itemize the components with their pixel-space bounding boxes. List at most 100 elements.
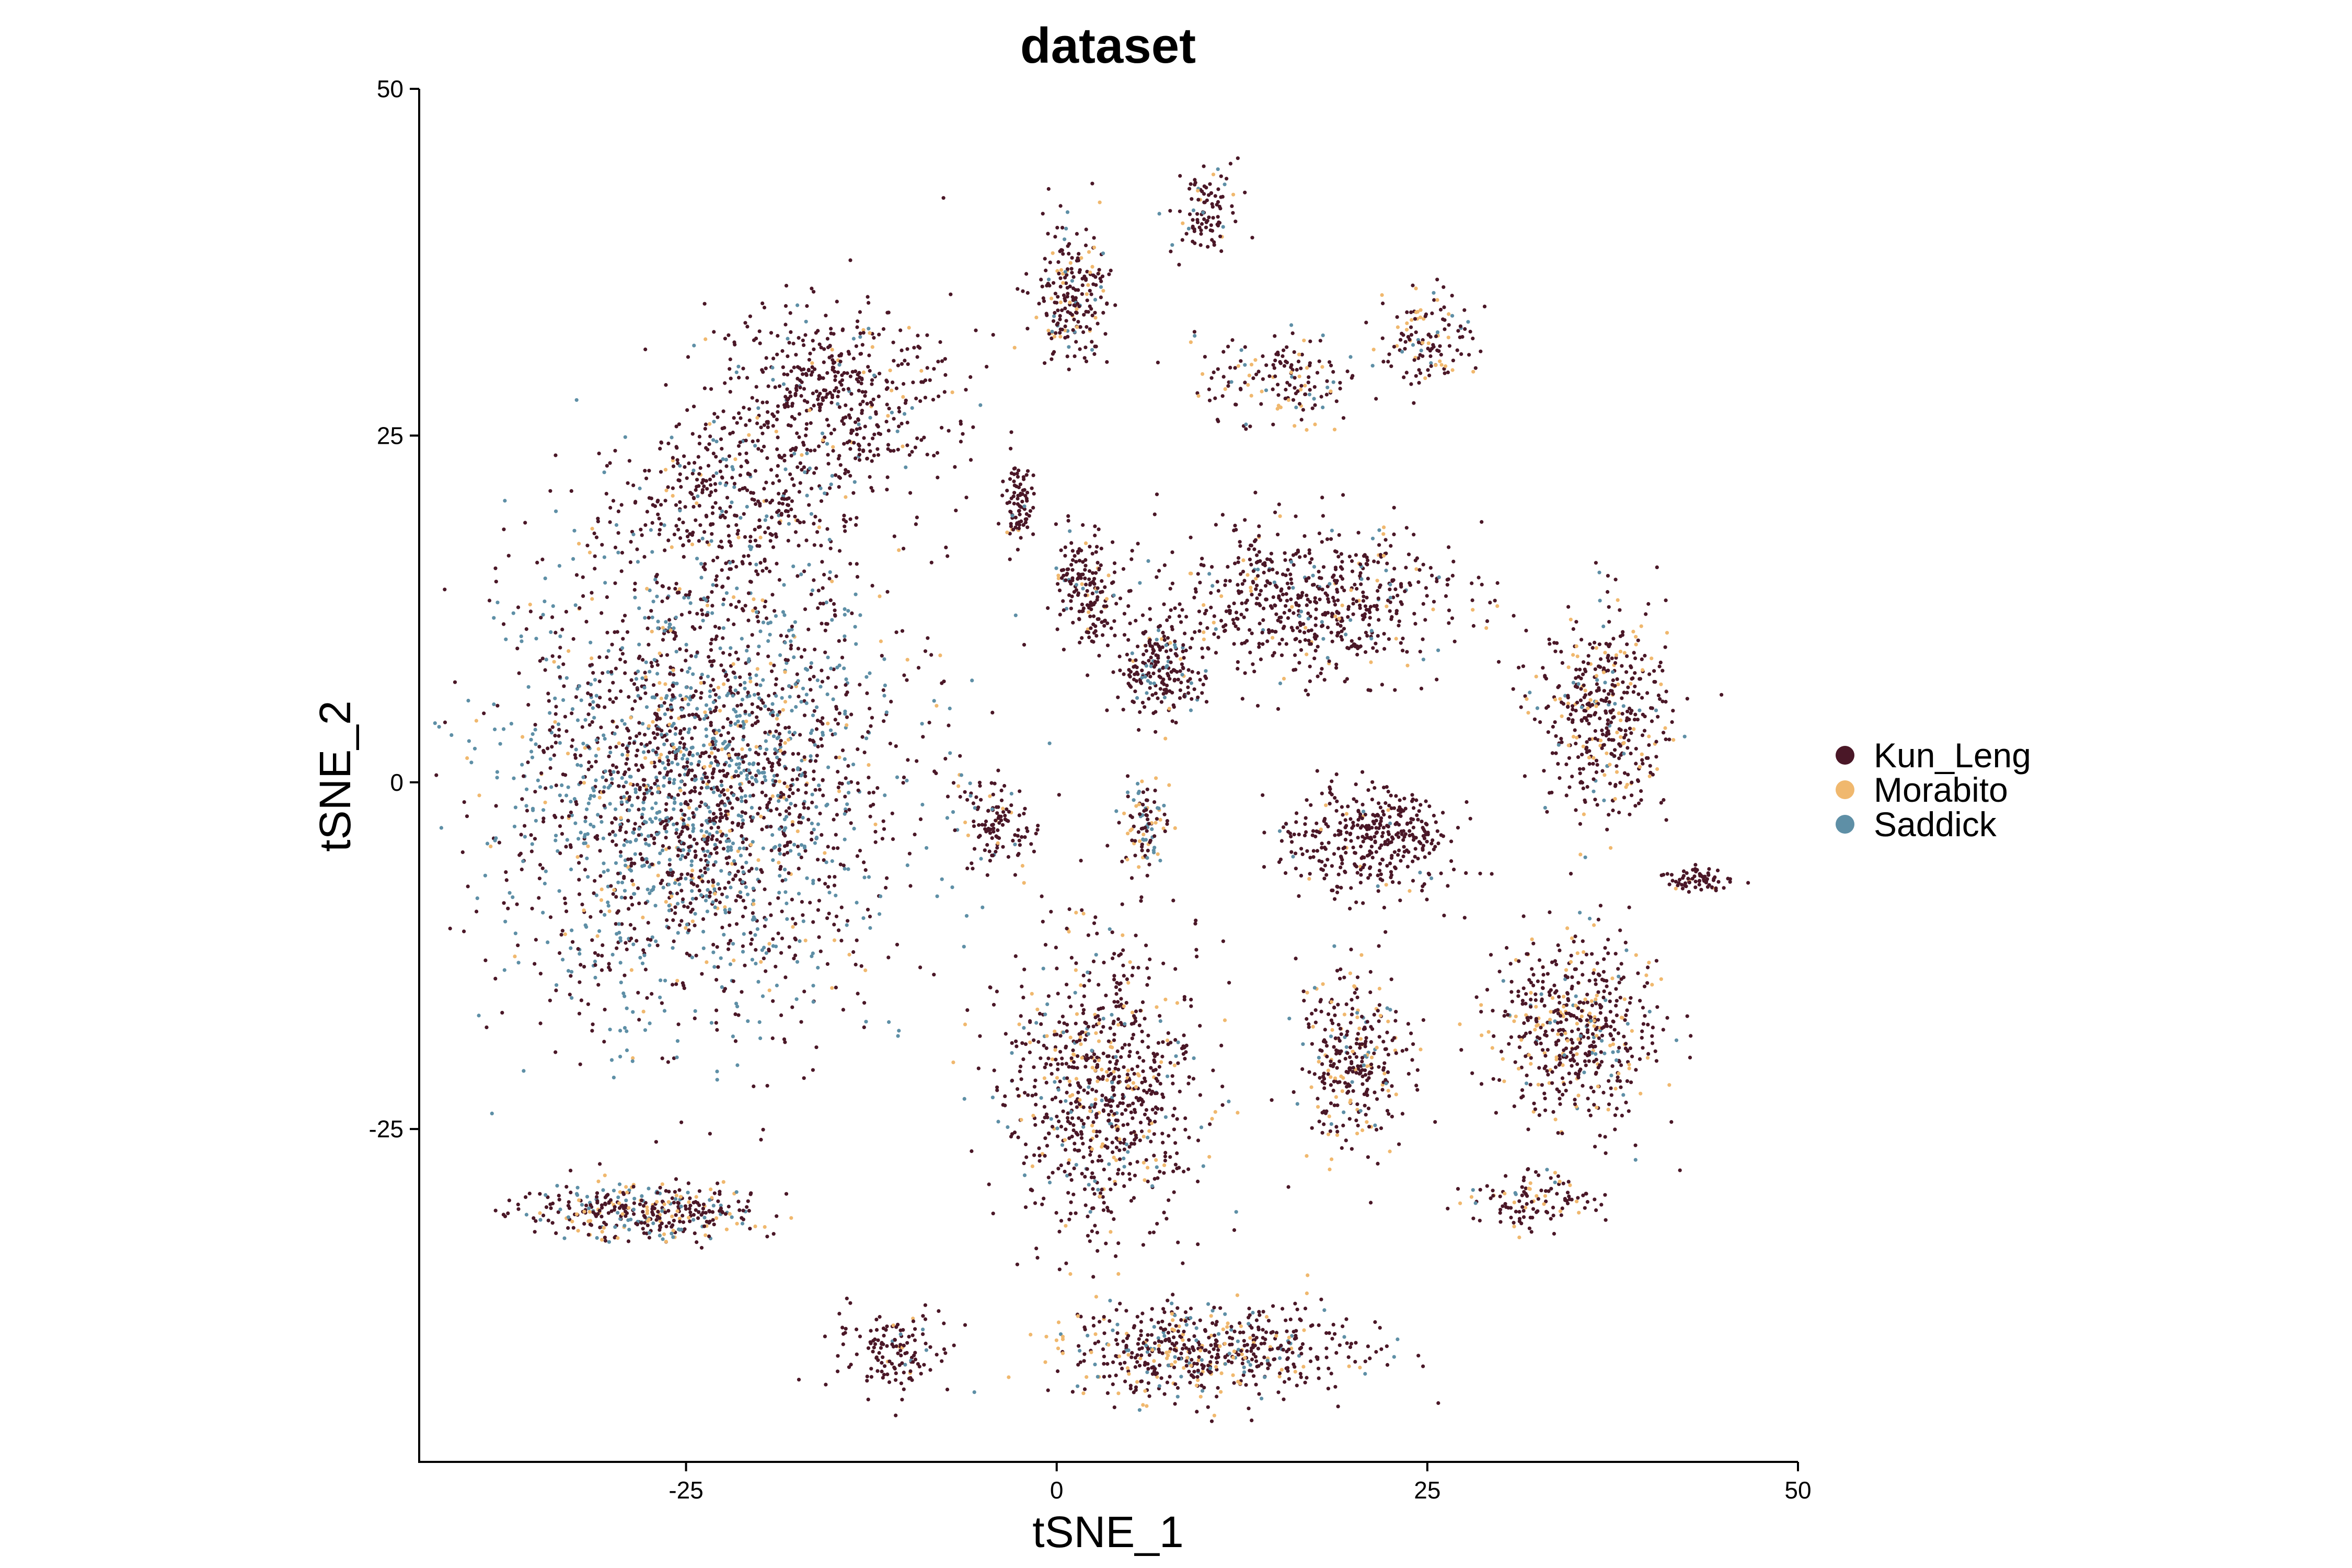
data-point-kun_leng	[804, 409, 809, 413]
data-point-kun_leng	[1232, 528, 1236, 533]
data-point-kun_leng	[548, 489, 552, 493]
data-point-kun_leng	[627, 695, 631, 699]
data-point-saddick	[601, 836, 605, 840]
data-point-saddick	[706, 785, 710, 790]
data-point-kun_leng	[844, 520, 848, 524]
data-point-kun_leng	[663, 826, 667, 831]
data-point-kun_leng	[714, 455, 718, 459]
data-point-morabito	[1068, 261, 1073, 265]
data-point-saddick	[1320, 620, 1324, 624]
data-point-kun_leng	[650, 862, 654, 867]
data-point-kun_leng	[1421, 602, 1425, 606]
data-point-kun_leng	[845, 715, 849, 719]
data-point-saddick	[504, 637, 508, 641]
data-point-kun_leng	[1080, 276, 1085, 281]
data-point-kun_leng	[1278, 361, 1283, 365]
data-point-kun_leng	[1377, 618, 1381, 622]
data-point-kun_leng	[694, 896, 698, 901]
data-point-kun_leng	[867, 776, 871, 780]
data-point-kun_leng	[1269, 551, 1273, 556]
data-point-kun_leng	[493, 976, 498, 981]
data-point-morabito	[587, 550, 592, 555]
data-point-kun_leng	[504, 870, 508, 874]
data-point-saddick	[810, 792, 814, 797]
data-point-kun_leng	[679, 485, 683, 489]
data-point-kun_leng	[876, 453, 881, 457]
data-point-saddick	[724, 833, 728, 837]
data-point-saddick	[1090, 348, 1094, 352]
data-point-kun_leng	[953, 465, 957, 469]
data-point-kun_leng	[648, 741, 652, 745]
data-point-saddick	[1063, 270, 1067, 274]
data-point-saddick	[824, 601, 828, 605]
data-point-saddick	[622, 889, 627, 893]
data-point-kun_leng	[1193, 178, 1197, 182]
data-point-kun_leng	[1363, 615, 1367, 619]
data-point-kun_leng	[796, 788, 800, 792]
data-point-kun_leng	[741, 487, 745, 491]
data-point-kun_leng	[620, 652, 625, 656]
data-point-saddick	[617, 922, 621, 926]
data-point-kun_leng	[757, 518, 762, 523]
data-point-kun_leng	[680, 736, 685, 741]
data-point-saddick	[656, 626, 660, 630]
data-point-saddick	[764, 739, 768, 743]
data-point-saddick	[712, 887, 717, 891]
data-point-morabito	[956, 784, 961, 788]
data-point-kun_leng	[530, 906, 534, 910]
data-point-saddick	[770, 833, 775, 837]
data-point-saddick	[630, 1059, 635, 1063]
data-point-kun_leng	[643, 469, 647, 473]
data-point-kun_leng	[1296, 548, 1300, 552]
data-point-kun_leng	[763, 731, 767, 735]
data-point-saddick	[1081, 586, 1085, 591]
data-point-kun_leng	[1330, 614, 1334, 618]
data-point-saddick	[1099, 285, 1103, 289]
data-point-kun_leng	[1025, 327, 1030, 331]
data-point-saddick	[696, 494, 700, 499]
data-point-kun_leng	[778, 742, 782, 746]
data-point-kun_leng	[801, 338, 805, 342]
data-point-saddick	[1312, 397, 1316, 401]
data-point-kun_leng	[721, 409, 725, 413]
data-point-kun_leng	[711, 474, 716, 478]
data-point-kun_leng	[1321, 613, 1325, 617]
data-point-kun_leng	[943, 357, 947, 361]
data-point-kun_leng	[1056, 582, 1060, 586]
data-point-kun_leng	[1333, 549, 1338, 554]
data-point-kun_leng	[754, 774, 758, 778]
data-point-kun_leng	[825, 371, 829, 375]
data-point-saddick	[541, 613, 545, 617]
data-point-morabito	[711, 884, 715, 888]
data-point-kun_leng	[1017, 509, 1021, 513]
data-point-morabito	[1005, 531, 1009, 535]
data-point-kun_leng	[787, 725, 791, 730]
data-point-saddick	[791, 633, 795, 638]
data-point-saddick	[648, 891, 652, 895]
data-point-morabito	[658, 756, 662, 760]
data-point-kun_leng	[941, 196, 946, 200]
data-point-saddick	[1010, 514, 1014, 518]
data-point-kun_leng	[760, 780, 765, 785]
data-point-kun_leng	[667, 688, 672, 692]
data-point-kun_leng	[1251, 662, 1255, 666]
data-point-kun_leng	[569, 974, 573, 978]
data-point-saddick	[778, 851, 782, 856]
data-point-kun_leng	[1336, 631, 1341, 635]
data-point-kun_leng	[1096, 561, 1100, 565]
data-point-saddick	[1321, 405, 1325, 410]
data-point-kun_leng	[825, 418, 829, 422]
data-point-kun_leng	[517, 671, 521, 675]
data-point-kun_leng	[860, 409, 864, 413]
data-point-morabito	[1253, 358, 1258, 362]
data-point-kun_leng	[685, 951, 689, 955]
data-point-kun_leng	[1094, 571, 1098, 575]
data-point-kun_leng	[1426, 333, 1431, 337]
data-point-kun_leng	[866, 365, 870, 369]
data-point-kun_leng	[1541, 666, 1545, 670]
data-point-saddick	[570, 970, 574, 974]
data-point-saddick	[964, 914, 969, 918]
data-point-saddick	[837, 663, 841, 667]
data-point-kun_leng	[681, 981, 685, 985]
data-point-kun_leng	[821, 376, 825, 381]
